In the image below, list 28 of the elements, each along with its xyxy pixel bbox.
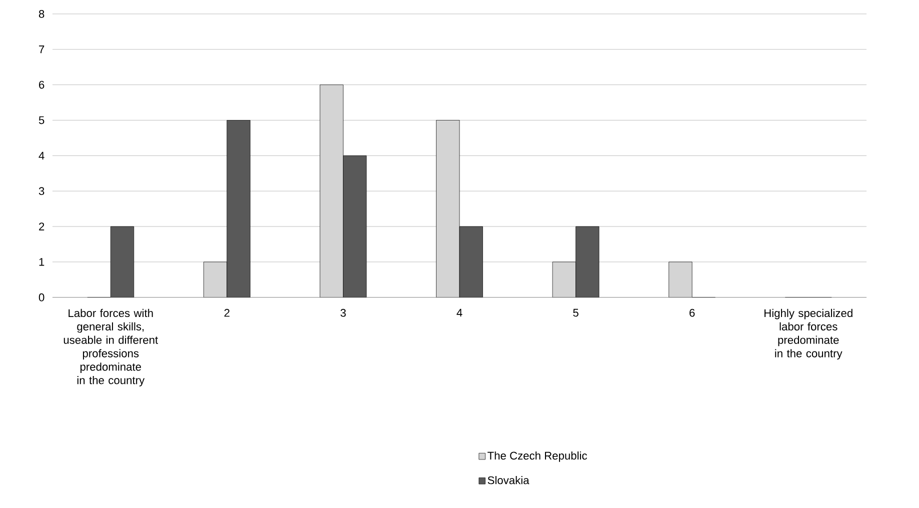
bar (204, 262, 228, 298)
x-tick-label: Highly specialized labor forces predominate in the country (764, 308, 852, 360)
bar (343, 155, 367, 298)
bar (459, 226, 483, 298)
y-tick-label: 7 (39, 45, 44, 54)
legend-label: Slovakia (488, 476, 530, 484)
y-tick-label: 1 (39, 258, 44, 266)
y-tick-label: 0 (38, 293, 44, 302)
y-tick-label: 5 (38, 116, 44, 124)
x-tick-label: 3 (340, 308, 346, 317)
bar (552, 262, 576, 298)
x-tick-label: 4 (456, 308, 462, 316)
y-tick-label: 3 (38, 187, 44, 195)
bar (668, 262, 692, 298)
y-tick-label: 6 (39, 80, 44, 89)
x-tick-label: 6 (690, 308, 695, 317)
bar (576, 226, 600, 298)
bar (436, 120, 460, 298)
x-tick-label: 5 (573, 308, 578, 317)
x-tick-label: Labor forces with general skills, useable in different professions predominate in the country (64, 308, 158, 386)
bar (110, 226, 134, 298)
legend-label: The Czech Republic (488, 451, 587, 462)
y-tick-label: 8 (38, 10, 44, 18)
x-tick-label: 2 (224, 308, 230, 317)
bar (320, 84, 344, 298)
y-tick-label: 4 (38, 152, 44, 160)
bar (226, 120, 250, 298)
y-tick-label: 2 (39, 222, 44, 230)
